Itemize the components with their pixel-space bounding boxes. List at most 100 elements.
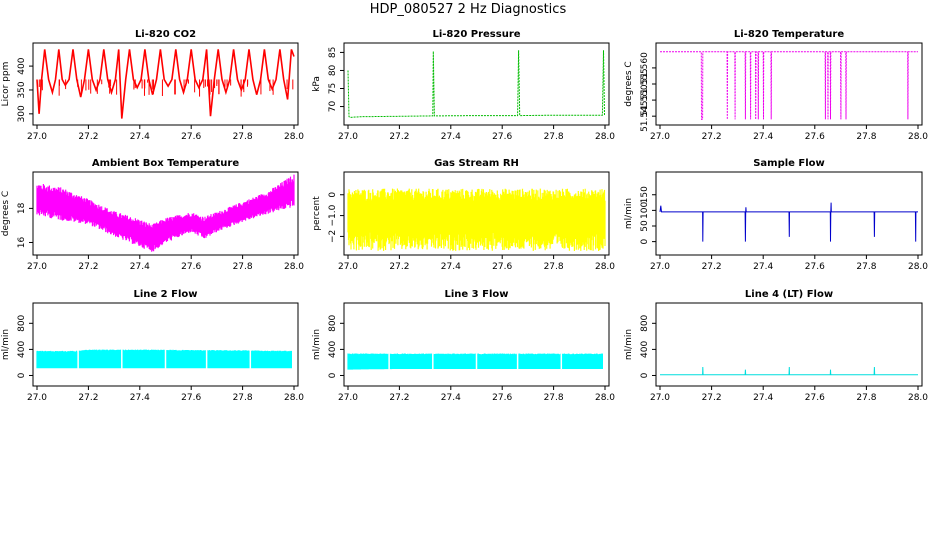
y-tick-label: 85: [328, 47, 338, 58]
y-axis-label: percent: [312, 196, 322, 231]
series-band: [347, 188, 606, 251]
chart-title: Line 3 Flow: [445, 289, 509, 300]
y-axis-label: degrees C: [1, 191, 11, 236]
x-tick-label: 27.0: [27, 262, 47, 272]
y-tick-label: 400: [17, 341, 27, 358]
y-tick-label: 50: [640, 220, 650, 232]
x-tick-label: 27.8: [233, 262, 253, 272]
x-tick-label: 27.6: [181, 262, 201, 272]
y-tick-label: 75: [328, 83, 338, 94]
y-tick-label: 0: [328, 192, 338, 198]
y-axis-label: Licor ppm: [1, 62, 11, 107]
y-tick-label: 51.550: [640, 84, 650, 116]
x-tick-label: 28.0: [595, 262, 615, 272]
y-tick-label: 0: [328, 372, 338, 378]
x-tick-label: 27.4: [441, 132, 461, 142]
plot-area: [659, 202, 918, 242]
x-tick-label: 28.0: [908, 393, 928, 403]
y-tick-label: 300: [17, 105, 27, 122]
x-tick-label: 27.2: [702, 393, 722, 403]
y-tick-label: −1.0: [328, 204, 338, 226]
y-tick-label: 800: [640, 314, 650, 331]
chart-title: Ambient Box Temperature: [92, 158, 239, 169]
series-band: [36, 349, 292, 369]
x-tick-label: 27.8: [856, 132, 876, 142]
plot-frame: [343, 302, 610, 387]
y-tick-label: 400: [17, 57, 27, 74]
y-tick-label: 0: [640, 372, 650, 378]
plot-area: [347, 307, 603, 382]
series-line: [660, 366, 918, 376]
plot-area: [347, 188, 606, 251]
y-tick-label: 16: [17, 236, 27, 248]
chart-title: Gas Stream RH: [434, 158, 519, 169]
x-tick-label: 27.8: [544, 393, 564, 403]
plot-frame: [655, 171, 923, 256]
chart-panel-4: Ambient Box Temperature degrees C 27.0 27.2…: [1, 158, 304, 272]
x-tick-label: 27.6: [492, 393, 512, 403]
y-axis-label: ml/min: [312, 329, 322, 360]
x-tick-label: 27.6: [181, 393, 201, 403]
y-tick-label: 51.545: [640, 100, 650, 132]
x-tick-label: 27.4: [441, 393, 461, 403]
y-tick-label: 70: [328, 101, 338, 113]
series-line: [347, 50, 605, 118]
x-tick-label: 28.0: [284, 262, 304, 272]
x-tick-label: 27.6: [805, 132, 825, 142]
plot-frame: [343, 42, 610, 126]
x-tick-label: 27.8: [544, 132, 564, 142]
y-tick-label: 80: [328, 64, 338, 76]
x-tick-label: 27.0: [338, 393, 358, 403]
x-tick-label: 27.8: [544, 262, 564, 272]
chart-panel-6: Sample Flow ml/min 27.0 27.2 27.4 27.6 27.8 28.…: [624, 158, 928, 272]
chart-panel-1: Li-820 CO2 Licor ppm 27.0 27.2 27.4 27.6 27.8 2…: [1, 29, 304, 142]
y-axis-label: ml/min: [1, 329, 11, 360]
x-tick-label: 27.8: [233, 393, 253, 403]
plot-area: [660, 51, 918, 120]
plot-frame: [32, 171, 299, 256]
chart-panel-8: Line 3 Flow ml/min 27.0 27.2 27.4 27.6 27.8 28.…: [312, 289, 615, 403]
x-tick-label: 27.4: [753, 393, 773, 403]
x-tick-label: 27.0: [650, 393, 670, 403]
series-band: [36, 174, 295, 252]
chart-panel-9: Line 4 (LT) Flow ml/min 27.0 27.2 27.4 27.6 27…: [624, 289, 928, 403]
y-tick-label: 800: [17, 314, 27, 331]
x-tick-label: 27.6: [805, 262, 825, 272]
y-axis-label: kPa: [312, 76, 322, 92]
plot-frame: [32, 42, 299, 126]
x-tick-label: 27.4: [130, 393, 150, 403]
y-axis-label: ml/min: [624, 198, 634, 229]
plot-frame: [655, 42, 923, 126]
plot-area: [347, 50, 605, 118]
plot-area: [36, 307, 292, 382]
y-axis-label: ml/min: [624, 329, 634, 360]
x-tick-label: 27.4: [130, 132, 150, 142]
x-tick-label: 27.0: [650, 262, 670, 272]
figure-title: HDP_080527 2 Hz Diagnostics: [369, 2, 567, 17]
y-tick-label: 400: [640, 341, 650, 358]
x-tick-label: 27.8: [233, 132, 253, 142]
x-tick-label: 27.2: [389, 262, 409, 272]
x-tick-label: 27.6: [181, 132, 201, 142]
y-tick-label: 800: [328, 314, 338, 331]
chart-title: Li-820 CO2: [135, 29, 196, 40]
plot-area: [36, 49, 295, 119]
x-tick-label: 27.2: [702, 132, 722, 142]
y-tick-label: 350: [17, 81, 27, 98]
chart-title: Li-820 Pressure: [432, 29, 520, 40]
x-tick-label: 27.8: [856, 262, 876, 272]
x-tick-label: 27.0: [338, 132, 358, 142]
x-tick-label: 27.4: [753, 262, 773, 272]
plot-frame: [343, 171, 610, 256]
plot-area: [660, 366, 918, 376]
chart-title: Line 2 Flow: [134, 289, 198, 300]
x-tick-label: 27.4: [753, 132, 773, 142]
x-tick-label: 27.6: [492, 132, 512, 142]
x-tick-label: 27.0: [27, 393, 47, 403]
y-tick-label: 400: [328, 341, 338, 358]
x-tick-label: 27.4: [130, 262, 150, 272]
chart-panel-7: Line 2 Flow ml/min 27.0 27.2 27.4 27.6 27.8 28.…: [1, 289, 304, 403]
series-line: [36, 49, 295, 119]
x-tick-label: 27.2: [389, 132, 409, 142]
